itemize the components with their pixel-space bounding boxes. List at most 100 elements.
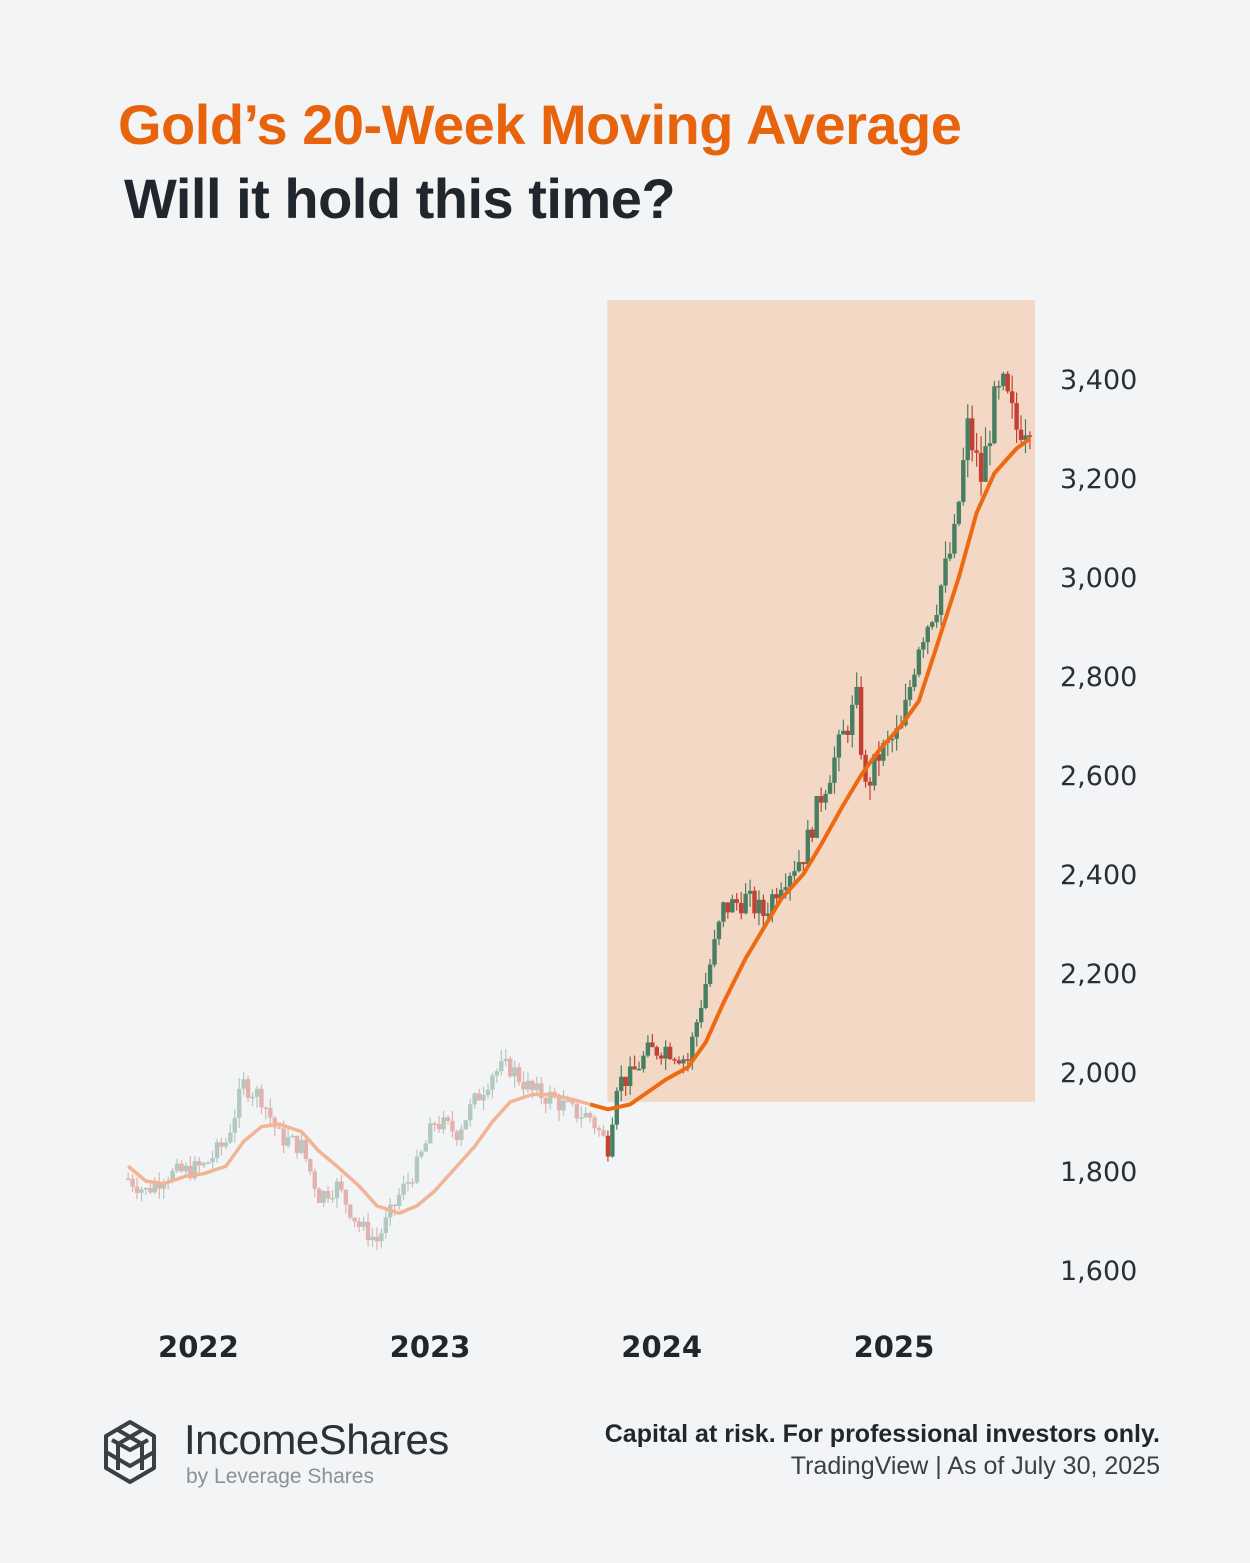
candle [610,1117,615,1158]
candle [174,1158,180,1174]
candle [663,1040,668,1071]
brand-tagline: by Leverage Shares [186,1465,374,1488]
candle [756,890,762,926]
candle [872,754,877,791]
candle [956,500,962,527]
candle [250,1092,255,1106]
candle [774,887,779,904]
candle [1018,415,1024,444]
candle [361,1216,366,1231]
candle [805,820,811,865]
candle [836,729,842,772]
candle [636,1061,642,1071]
candle [423,1139,428,1152]
candle [428,1117,433,1144]
candle [845,725,850,744]
candle [481,1086,486,1111]
candle [414,1149,420,1185]
candle [507,1056,513,1078]
candle [623,1076,628,1096]
candle [1005,371,1010,394]
candle [992,381,997,445]
candle [592,1114,597,1134]
ma-line-before [127,1092,591,1216]
candle [672,1057,677,1065]
candle [947,542,953,562]
candle [650,1033,655,1048]
y-tick-label: 3,200 [1060,464,1137,495]
x-tick-label: 2023 [390,1330,471,1364]
candle [627,1056,633,1095]
y-tick-label: 2,400 [1060,860,1137,891]
candle [716,920,722,946]
candle [987,430,993,466]
candle [223,1137,229,1150]
x-tick-label: 2022 [158,1330,239,1364]
candle [605,1130,611,1162]
candle [463,1119,468,1131]
candle [667,1042,673,1061]
candle [330,1190,335,1204]
y-tick-label: 3,400 [1060,365,1137,396]
candle [312,1168,317,1198]
candle [348,1203,353,1220]
candle [832,746,837,794]
candle [197,1156,202,1174]
candle [441,1110,446,1134]
candle [516,1063,522,1086]
candle [459,1124,464,1146]
candle [823,789,828,810]
disclaimer: Capital at risk. For professional invest… [604,1420,1160,1448]
candle [325,1186,331,1203]
candle [938,584,944,626]
candle [210,1150,215,1170]
candle [712,929,717,968]
candle [294,1135,300,1159]
candle [405,1172,411,1192]
candle [334,1177,340,1208]
candle [632,1055,637,1070]
candle [721,901,726,928]
candle [747,879,753,907]
candle [1014,392,1019,443]
candle [392,1203,397,1216]
candle [254,1085,260,1108]
candle [512,1060,517,1088]
candle [858,676,864,760]
candle [490,1072,495,1099]
candle [867,776,873,800]
candle [969,405,975,462]
candle [961,447,966,506]
source-name: TradingView [790,1452,929,1480]
candle [645,1035,651,1058]
candle [1023,419,1028,454]
candle [654,1045,659,1060]
candle [450,1110,455,1138]
candle [472,1092,477,1109]
y-tick-label: 2,200 [1060,959,1137,990]
candle [1009,375,1015,419]
candle [339,1174,344,1193]
candle [810,826,815,843]
incomeshares-logo-icon [104,1420,156,1484]
candle [157,1172,162,1199]
candle [241,1071,246,1096]
candle [321,1190,326,1208]
candle [494,1068,500,1084]
candle [130,1174,135,1193]
y-tick-label: 3,000 [1060,563,1137,594]
candle [929,620,935,630]
candle [841,719,846,735]
candle [725,902,731,919]
candle [587,1111,593,1124]
candle [419,1149,424,1159]
source-line: TradingView | As of July 30, 2025 [790,1452,1160,1480]
y-tick-label: 2,600 [1060,761,1137,792]
candle [703,972,708,1010]
candle [699,1000,704,1028]
candle [996,380,1002,400]
candle [432,1121,437,1132]
candle [343,1189,349,1214]
candle [912,668,917,692]
candle [232,1109,237,1143]
